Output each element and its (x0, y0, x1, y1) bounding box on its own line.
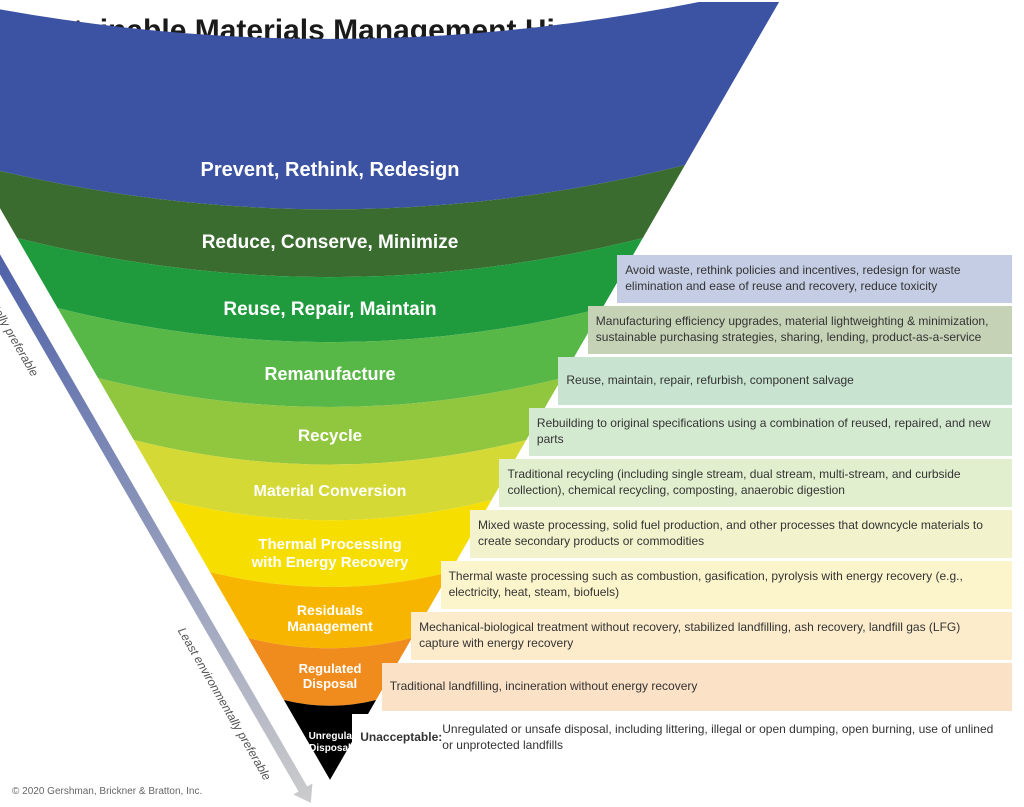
description-row: Avoid waste, rethink policies and incent… (617, 255, 1012, 303)
description-row: Mechanical-biological treatment without … (411, 612, 1012, 660)
description-row: Reuse, maintain, repair, refurbish, comp… (558, 357, 1012, 405)
description-row: Thermal waste processing such as combust… (441, 561, 1012, 609)
description-row: Unacceptable: Unregulated or unsafe disp… (352, 714, 1012, 762)
description-row: Rebuilding to original specifications us… (529, 408, 1012, 456)
description-text: Unregulated or unsafe disposal, includin… (442, 722, 1000, 753)
description-prefix: Unacceptable: (360, 730, 442, 746)
description-row: Traditional recycling (including single … (499, 459, 1012, 507)
copyright-text: © 2020 Gershman, Brickner & Bratton, Inc… (12, 786, 202, 797)
description-row: Traditional landfilling, incineration wi… (382, 663, 1012, 711)
description-row: Mixed waste processing, solid fuel produ… (470, 510, 1012, 558)
description-row: Manufacturing efficiency upgrades, mater… (588, 306, 1012, 354)
